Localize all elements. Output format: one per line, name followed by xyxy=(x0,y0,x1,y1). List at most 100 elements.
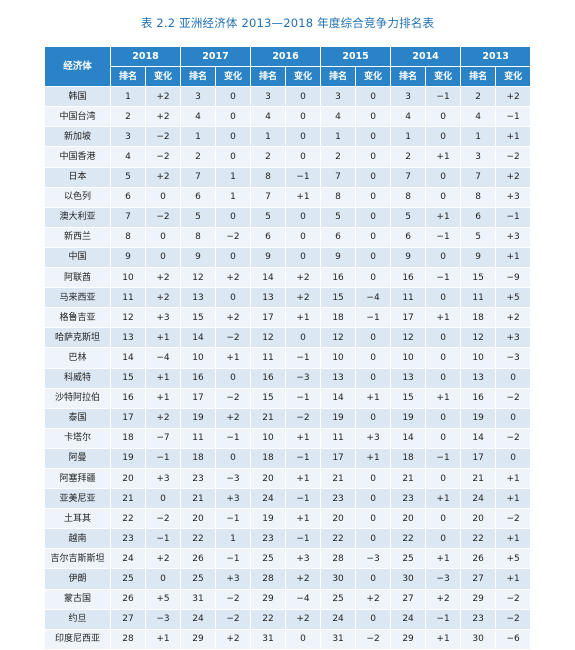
rank-cell: 15 xyxy=(250,387,287,409)
change-cell: +3 xyxy=(495,186,532,208)
rank-cell: 28 xyxy=(250,568,287,590)
change-cell: 0 xyxy=(355,206,392,228)
change-cell: −1 xyxy=(425,267,462,289)
economy-name-cell: 泰国 xyxy=(44,407,111,429)
economy-name-cell: 中国台湾 xyxy=(44,106,111,128)
change-cell: +1 xyxy=(425,628,462,650)
change-cell: +1 xyxy=(425,307,462,329)
rank-cell: 4 xyxy=(180,106,217,128)
rank-cell: 18 xyxy=(180,447,217,469)
change-cell: +1 xyxy=(495,528,532,550)
change-cell: 0 xyxy=(425,287,462,309)
change-cell: +1 xyxy=(285,508,322,530)
rank-cell: 21 xyxy=(250,407,287,429)
rank-cell: 18 xyxy=(110,427,146,449)
change-cell: −3 xyxy=(495,347,532,369)
rank-cell: 22 xyxy=(180,528,217,550)
change-cell: +3 xyxy=(144,307,182,329)
change-cell: 0 xyxy=(215,126,252,148)
change-cell: 0 xyxy=(355,528,392,550)
change-cell: +1 xyxy=(425,387,462,409)
rank-cell: 31 xyxy=(180,588,217,610)
change-cell: +2 xyxy=(144,166,182,188)
change-cell: 0 xyxy=(144,488,182,510)
rank-cell: 7 xyxy=(460,166,497,188)
rank-cell: 21 xyxy=(460,467,497,490)
rank-cell: 15 xyxy=(320,287,357,309)
change-cell: −1 xyxy=(144,447,182,469)
rank-cell: 1 xyxy=(460,126,497,148)
rank-cell: 12 xyxy=(390,327,427,349)
rank-cell: 16 xyxy=(180,367,217,389)
change-cell: +1 xyxy=(215,347,252,369)
change-cell: 0 xyxy=(425,467,462,490)
change-cell: 0 xyxy=(355,226,392,248)
change-cell: 0 xyxy=(355,246,392,269)
change-cell: −1 xyxy=(215,548,252,570)
change-cell: +2 xyxy=(144,548,182,570)
rank-cell: 21 xyxy=(320,467,357,490)
economy-name-cell: 蒙古国 xyxy=(44,588,111,610)
rank-cell: 12 xyxy=(250,327,287,349)
change-cell: −1 xyxy=(355,307,392,329)
table-row: 澳大利亚 7 −2 5 0 5 0 5 0 5 +1 6 −1 xyxy=(44,206,532,228)
rank-cell: 23 xyxy=(180,467,217,490)
change-cell: −9 xyxy=(495,267,532,289)
change-cell: 0 xyxy=(425,126,462,148)
change-cell: 0 xyxy=(425,246,462,269)
rank-cell: 22 xyxy=(110,508,146,530)
rank-cell: 24 xyxy=(180,608,217,630)
rank-cell: 25 xyxy=(320,588,357,610)
change-cell: 0 xyxy=(355,126,392,148)
change-cell: +1 xyxy=(144,327,182,349)
change-cell: −4 xyxy=(355,287,392,309)
table-row: 越南 23 −1 22 1 23 −1 22 0 22 0 22 +1 xyxy=(44,528,532,550)
rank-cell: 10 xyxy=(390,347,427,369)
rank-cell: 2 xyxy=(390,146,427,168)
rank-cell: 23 xyxy=(250,528,287,550)
change-cell: −2 xyxy=(495,608,532,630)
table-row: 巴林 14 −4 10 +1 11 −1 10 0 10 0 10 −3 xyxy=(44,347,532,369)
rank-cell: 22 xyxy=(390,528,427,550)
change-cell: +2 xyxy=(355,588,392,610)
economy-name-cell: 伊朗 xyxy=(44,568,111,590)
rank-cell: 17 xyxy=(460,447,497,469)
rank-cell: 24 xyxy=(110,548,146,570)
change-cell: −4 xyxy=(285,588,322,610)
rank-cell: 17 xyxy=(320,447,357,469)
change-cell: 0 xyxy=(425,327,462,349)
change-cell: +1 xyxy=(144,387,182,409)
rank-cell: 17 xyxy=(180,387,217,409)
rank-cell: 28 xyxy=(110,628,146,650)
change-cell: −1 xyxy=(215,427,252,449)
rank-header: 排名 xyxy=(320,66,357,88)
rank-cell: 18 xyxy=(250,447,287,469)
change-cell: +1 xyxy=(495,246,532,269)
change-cell: 0 xyxy=(355,568,392,590)
economy-name-cell: 土耳其 xyxy=(44,508,111,530)
economy-name-cell: 巴林 xyxy=(44,347,111,369)
rank-cell: 16 xyxy=(110,387,146,409)
rank-cell: 15 xyxy=(460,267,497,289)
rank-cell: 7 xyxy=(390,166,427,188)
change-cell: +1 xyxy=(285,307,322,329)
change-cell: 0 xyxy=(355,186,392,208)
change-cell: +2 xyxy=(285,287,322,309)
rank-cell: 25 xyxy=(110,568,146,590)
change-cell: −2 xyxy=(215,387,252,409)
rank-cell: 11 xyxy=(320,427,357,449)
rank-cell: 19 xyxy=(390,407,427,429)
rank-cell: 11 xyxy=(390,287,427,309)
change-cell: +3 xyxy=(144,467,182,490)
rank-cell: 8 xyxy=(460,186,497,208)
rank-cell: 3 xyxy=(250,86,287,108)
rank-cell: 29 xyxy=(460,588,497,610)
change-cell: 0 xyxy=(355,267,392,289)
rank-cell: 25 xyxy=(390,548,427,570)
change-cell: +1 xyxy=(495,467,532,490)
change-cell: 0 xyxy=(425,508,462,530)
rank-cell: 4 xyxy=(390,106,427,128)
rank-cell: 20 xyxy=(390,508,427,530)
change-cell: +2 xyxy=(285,267,322,289)
rank-header: 排名 xyxy=(110,66,146,88)
